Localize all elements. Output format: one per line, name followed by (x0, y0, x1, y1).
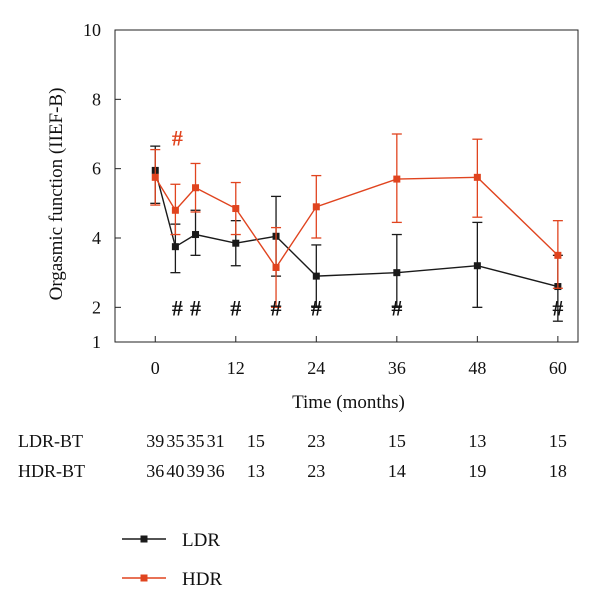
sample-size-value: 35 (187, 431, 205, 451)
y-tick-label: 10 (83, 20, 101, 40)
sample-size-value: 39 (187, 461, 205, 481)
sample-size-value: 36 (207, 461, 225, 481)
sample-size-value: 15 (549, 431, 567, 451)
ldr-legend-label: LDR (182, 530, 220, 551)
hdr-data-point (192, 184, 200, 192)
x-tick-label: 24 (307, 358, 325, 378)
y-tick-label: 4 (92, 228, 101, 248)
sample-size-value: 15 (388, 431, 406, 451)
sample-size-value: 13 (247, 461, 265, 481)
y-tick-label: 1 (92, 332, 101, 352)
hdr-data-point (312, 203, 320, 211)
significance-marker: # (172, 295, 183, 320)
sample-size-value: 14 (388, 461, 406, 481)
x-axis-title: Time (months) (292, 392, 405, 413)
x-tick-label: 48 (468, 358, 486, 378)
sample-size-value: 15 (247, 431, 265, 451)
hdr-data-point (232, 205, 240, 213)
hdr-legend-label: HDR (182, 569, 222, 590)
y-axis-title: Orgasmic function (IIEF-B) (46, 88, 67, 301)
hdr-data-point (473, 173, 481, 181)
ldr-data-point (171, 243, 179, 251)
significance-marker: # (271, 295, 282, 320)
hdr-data-point (272, 263, 280, 271)
y-tick-label: 8 (92, 89, 101, 109)
ldr-data-point (232, 239, 240, 247)
ldr-data-point (192, 231, 200, 239)
plot-frame (114, 29, 579, 343)
sample-size-value: 40 (166, 461, 184, 481)
sample-size-value: 23 (307, 461, 325, 481)
x-tick-label: 60 (549, 358, 567, 378)
ldr-data-point (473, 262, 481, 270)
hdr-data-point (554, 251, 562, 259)
sample-size-value: 36 (146, 461, 164, 481)
ldr-data-point (393, 269, 401, 277)
y-tick-label: 6 (92, 159, 101, 179)
sample-size-value: 19 (468, 461, 486, 481)
y-tick-label: 2 (92, 297, 101, 317)
hdr-data-point (151, 173, 159, 181)
sample-size-value: 13 (468, 431, 486, 451)
hdr-legend-marker (140, 574, 148, 582)
ldr-series-line (154, 170, 559, 288)
sample-size-value: 18 (549, 461, 567, 481)
x-tick-label: 36 (388, 358, 406, 378)
sample-size-row-label: HDR-BT (18, 461, 85, 481)
x-tick-label: 0 (151, 358, 160, 378)
hdr-series-line (154, 176, 559, 269)
significance-marker: # (391, 295, 402, 320)
hdr-data-point (171, 206, 179, 214)
ldr-data-point (312, 272, 320, 280)
significance-marker-hdr: # (172, 125, 183, 150)
significance-marker: # (552, 295, 563, 320)
significance-marker: # (190, 295, 201, 320)
ldr-legend-marker (140, 535, 148, 543)
sample-size-value: 39 (146, 431, 164, 451)
sample-size-value: 23 (307, 431, 325, 451)
sample-size-row-label: LDR-BT (18, 431, 83, 451)
significance-marker: # (311, 295, 322, 320)
x-tick-label: 12 (227, 358, 245, 378)
sample-size-value: 31 (207, 431, 225, 451)
hdr-data-point (393, 175, 401, 183)
significance-marker: # (230, 295, 241, 320)
sample-size-value: 35 (166, 431, 184, 451)
